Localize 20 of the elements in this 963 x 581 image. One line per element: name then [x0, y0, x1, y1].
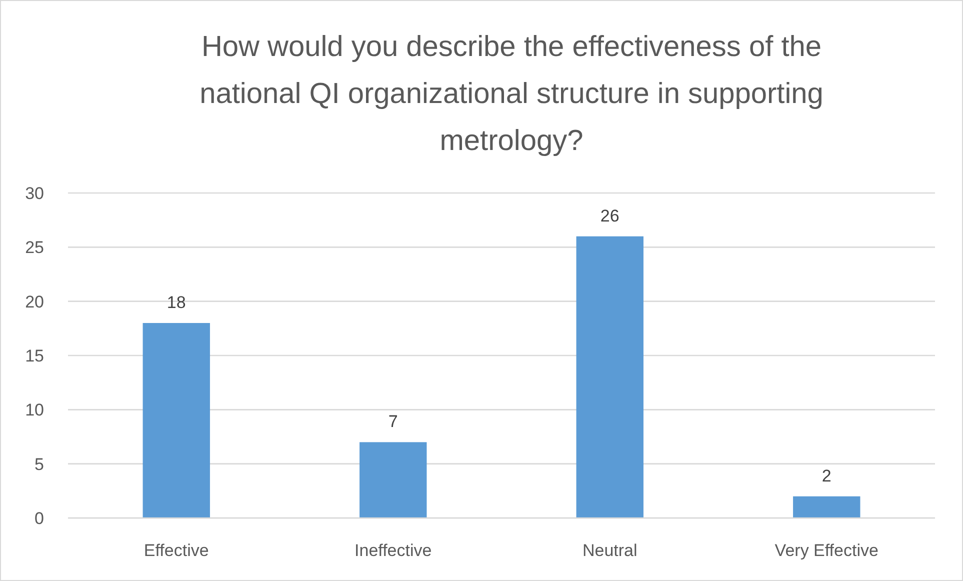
- x-tick-label: Neutral: [582, 541, 638, 560]
- chart-title: How would you describe the effectiveness of the national QI organizational structure in supporting metrology?: [200, 31, 824, 157]
- bar: [360, 442, 427, 518]
- data-label: 2: [822, 466, 832, 486]
- bar: [576, 236, 644, 518]
- x-tick-label: Ineffective: [354, 541, 432, 560]
- data-label: 18: [166, 293, 186, 312]
- x-tick-label: Very Effective: [774, 541, 878, 560]
- y-tick-label: 30: [25, 184, 44, 203]
- data-label: 26: [600, 206, 620, 226]
- bar: [793, 496, 860, 518]
- y-tick-label: 25: [25, 238, 44, 258]
- y-tick-label: 20: [25, 292, 44, 312]
- bar: [142, 323, 210, 518]
- y-tick-label: 10: [25, 400, 44, 420]
- y-tick-label: 15: [25, 346, 44, 366]
- x-tick-label: Effective: [144, 541, 209, 560]
- y-tick-label: 0: [34, 509, 44, 528]
- data-label: 7: [388, 412, 398, 432]
- y-tick-label: 5: [34, 454, 44, 474]
